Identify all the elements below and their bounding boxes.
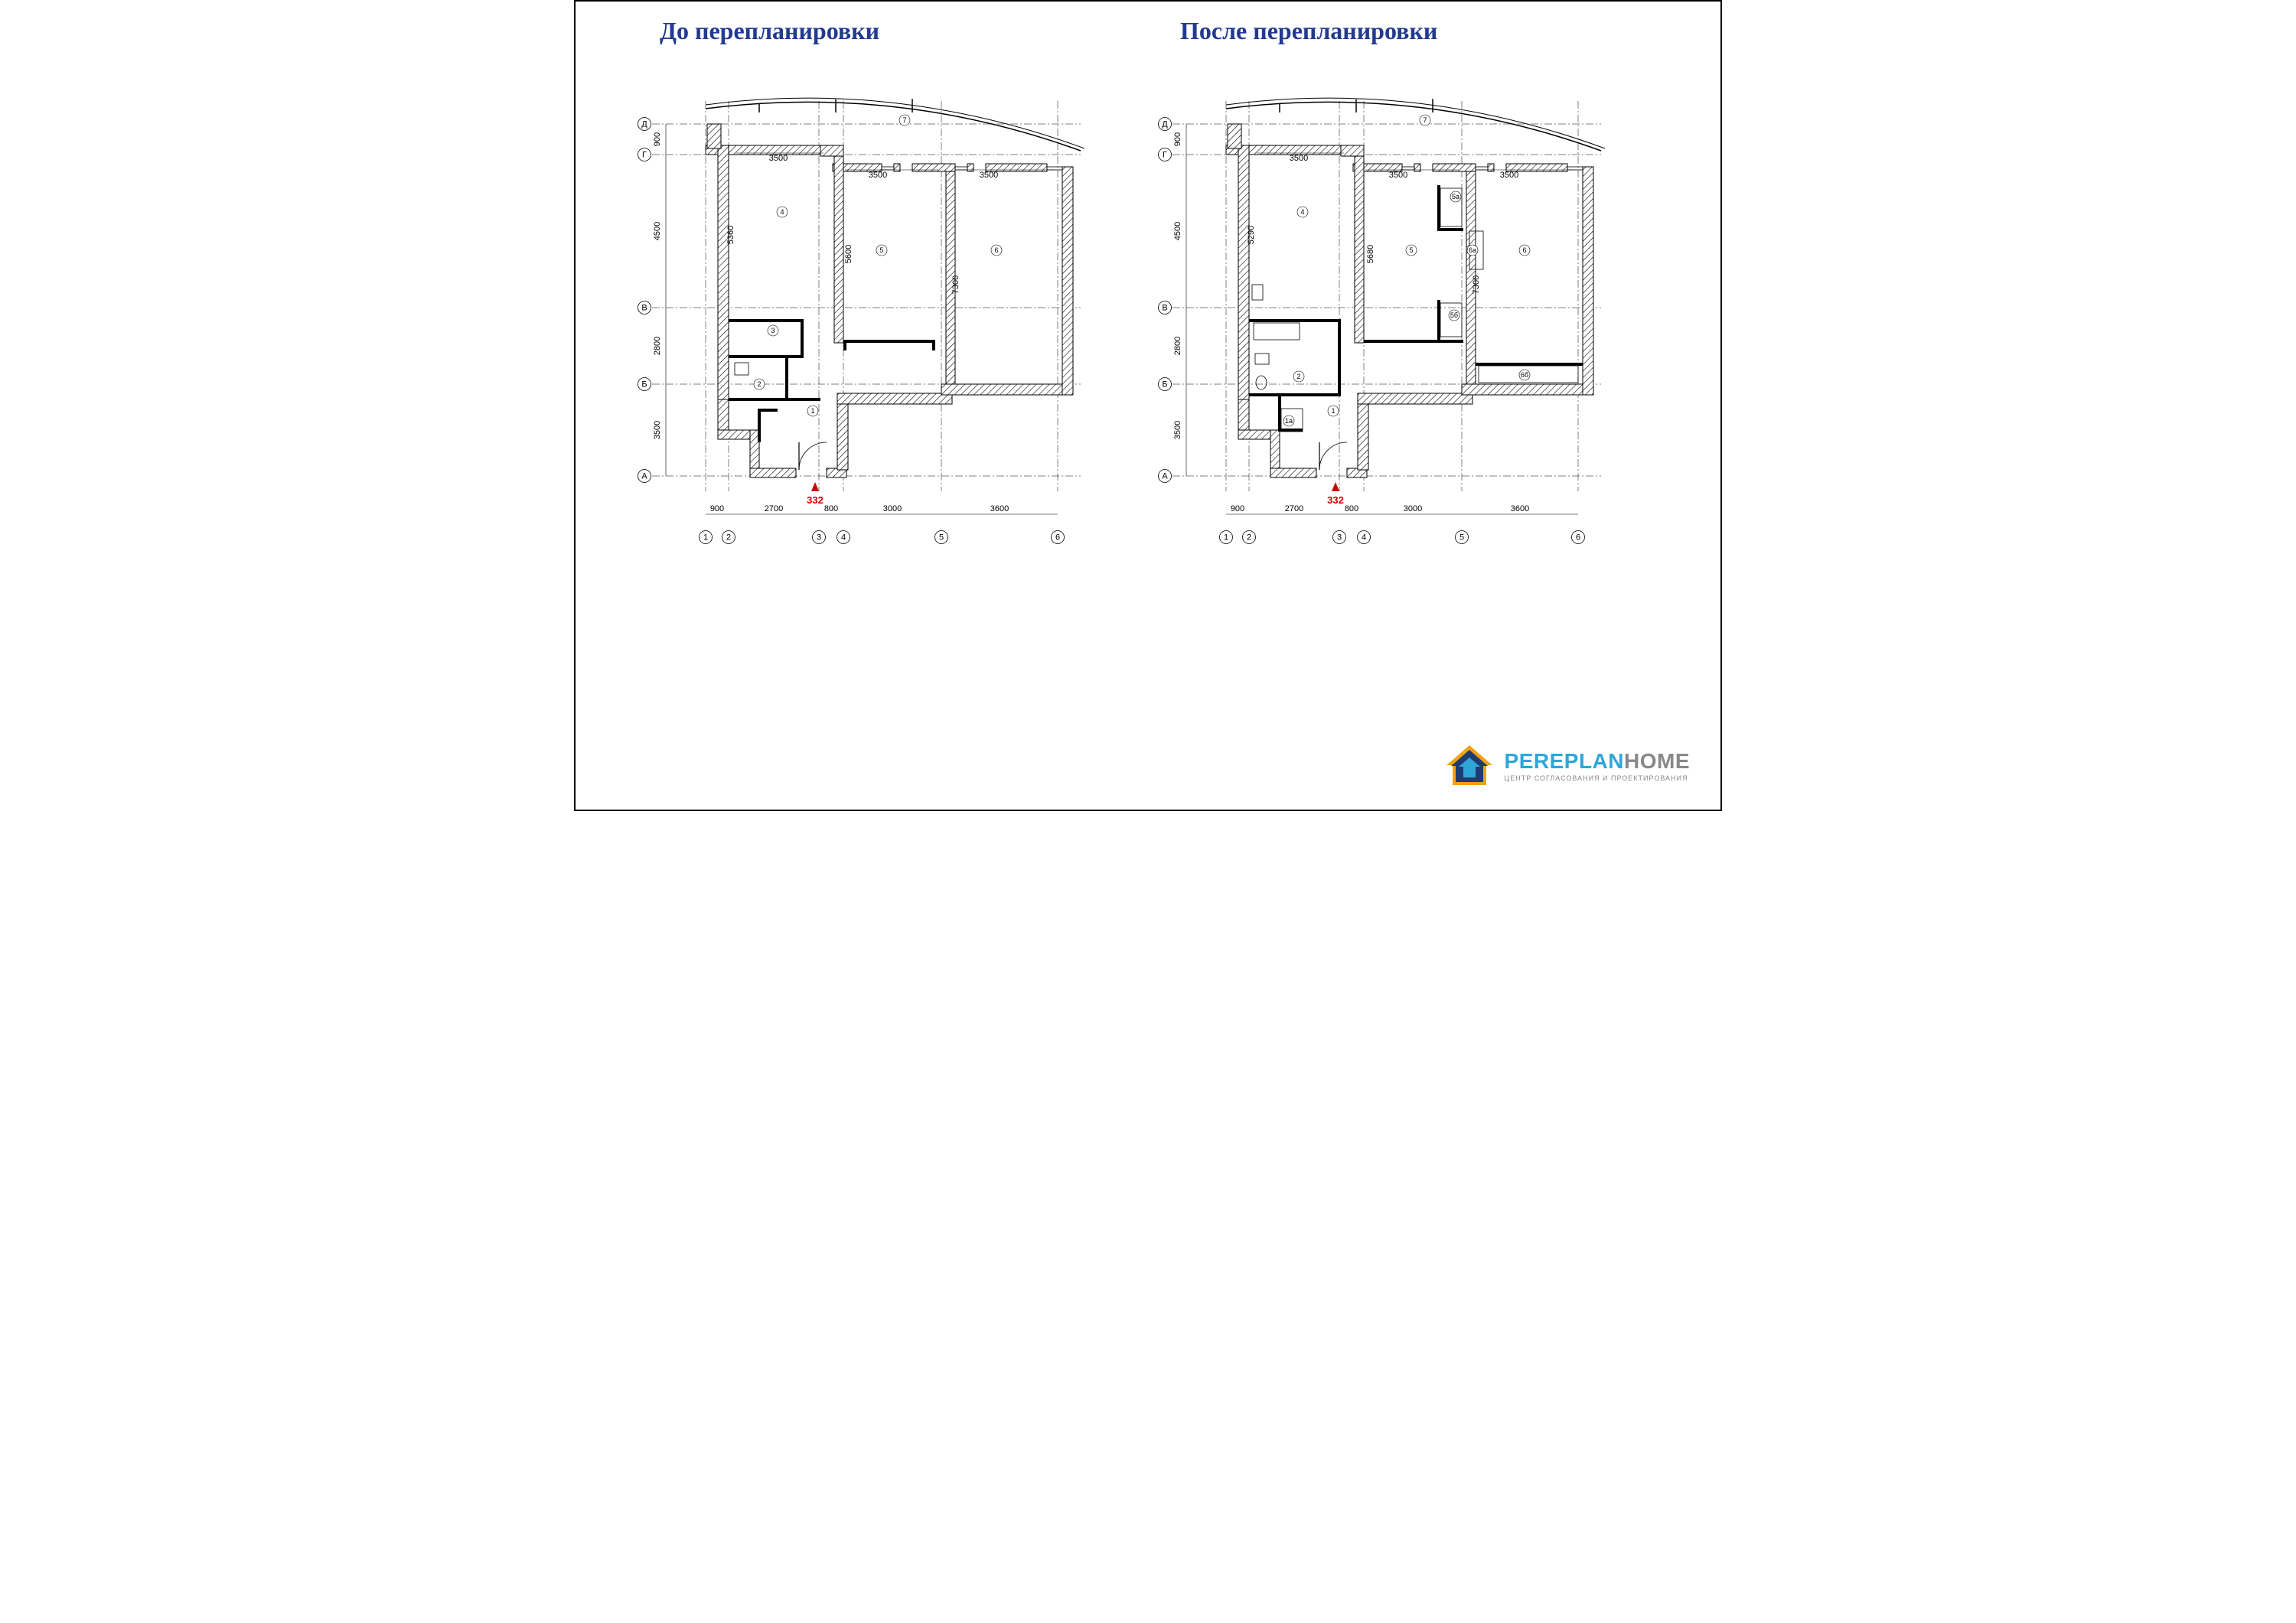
svg-text:6: 6: [1576, 533, 1580, 543]
svg-text:Б: Б: [641, 380, 647, 389]
floorplan-before: Д Г В Б А 1 2 3 4 5 6 900 4500 2800 3500 900 2700 800 3000…: [621, 78, 1111, 537]
svg-text:5360: 5360: [726, 226, 735, 244]
svg-text:3600: 3600: [990, 504, 1009, 513]
svg-text:Д: Д: [1162, 120, 1168, 129]
svg-text:3500: 3500: [653, 421, 662, 439]
svg-text:5600: 5600: [844, 245, 853, 263]
house-icon: [1445, 744, 1494, 788]
svg-text:7300: 7300: [1472, 275, 1481, 294]
svg-text:5290: 5290: [1247, 226, 1256, 244]
svg-text:2: 2: [757, 380, 761, 388]
svg-text:3000: 3000: [1404, 504, 1422, 513]
svg-text:2: 2: [1247, 533, 1251, 543]
svg-text:2700: 2700: [1285, 504, 1303, 513]
svg-text:7: 7: [1423, 116, 1427, 124]
svg-text:800: 800: [824, 504, 838, 513]
svg-text:5: 5: [879, 246, 883, 254]
svg-text:4: 4: [1300, 208, 1304, 216]
svg-text:4500: 4500: [653, 222, 662, 240]
svg-text:В: В: [641, 304, 647, 313]
svg-text:900: 900: [1173, 132, 1182, 146]
drawing-sheet: До перепланировки После перепланировки Д…: [574, 0, 1722, 811]
svg-text:2700: 2700: [765, 504, 783, 513]
floorplan-after: ДГВБА12345690045002800350090027008003000…: [1142, 78, 1632, 537]
svg-text:3500: 3500: [869, 171, 887, 180]
svg-text:800: 800: [1345, 504, 1358, 513]
svg-text:4500: 4500: [1173, 222, 1182, 240]
svg-text:3: 3: [1337, 533, 1342, 543]
svg-text:В: В: [1162, 304, 1167, 313]
svg-text:Б: Б: [1162, 380, 1167, 389]
svg-text:2: 2: [1296, 373, 1300, 380]
svg-text:5а: 5а: [1452, 193, 1459, 200]
svg-text:6: 6: [1055, 533, 1060, 543]
svg-text:4: 4: [1362, 533, 1366, 543]
svg-text:332: 332: [1327, 494, 1344, 506]
svg-text:2: 2: [726, 533, 731, 543]
svg-text:7300: 7300: [951, 275, 960, 294]
svg-text:1а: 1а: [1285, 417, 1293, 425]
svg-text:3500: 3500: [1290, 154, 1308, 163]
svg-text:5б: 5б: [1450, 311, 1458, 319]
brand-logo: PEREPLANHOME ЦЕНТР СОГЛАСОВАНИЯ И ПРОЕКТ…: [1445, 744, 1690, 788]
svg-text:1: 1: [703, 533, 708, 543]
svg-text:4: 4: [780, 208, 784, 216]
svg-text:4: 4: [841, 533, 846, 543]
svg-text:6б: 6б: [1521, 371, 1528, 379]
svg-text:3600: 3600: [1511, 504, 1529, 513]
svg-text:5680: 5680: [1366, 245, 1375, 263]
svg-text:900: 900: [653, 132, 662, 146]
svg-text:3500: 3500: [1500, 171, 1518, 180]
brand-wordmark: PEREPLANHOME: [1505, 751, 1690, 772]
title-before: До перепланировки: [660, 17, 879, 45]
svg-text:2800: 2800: [1173, 337, 1182, 355]
svg-text:6а: 6а: [1469, 246, 1476, 254]
svg-text:2800: 2800: [653, 337, 662, 355]
svg-text:5: 5: [1409, 246, 1413, 254]
svg-text:1: 1: [1331, 407, 1335, 415]
svg-text:900: 900: [1231, 504, 1244, 513]
svg-text:Г: Г: [1163, 151, 1167, 160]
svg-text:3: 3: [771, 327, 775, 334]
svg-text:3500: 3500: [980, 171, 998, 180]
svg-text:3: 3: [817, 533, 821, 543]
svg-text:1: 1: [1224, 533, 1228, 543]
svg-text:3500: 3500: [1173, 421, 1182, 439]
svg-text:900: 900: [710, 504, 724, 513]
svg-text:3000: 3000: [883, 504, 902, 513]
svg-text:3500: 3500: [769, 154, 788, 163]
title-after: После перепланировки: [1180, 17, 1437, 45]
svg-text:А: А: [641, 472, 647, 481]
svg-text:5: 5: [939, 533, 944, 543]
svg-text:6: 6: [994, 246, 998, 254]
svg-text:7: 7: [902, 116, 906, 124]
svg-text:6: 6: [1522, 246, 1526, 254]
svg-text:Г: Г: [642, 151, 647, 160]
svg-text:5: 5: [1459, 533, 1464, 543]
svg-text:332: 332: [807, 494, 823, 506]
svg-text:1: 1: [810, 407, 814, 415]
svg-text:Д: Д: [641, 120, 647, 129]
brand-tagline: ЦЕНТР СОГЛАСОВАНИЯ И ПРОЕКТИРОВАНИЯ: [1505, 775, 1690, 782]
svg-text:А: А: [1162, 472, 1168, 481]
svg-text:3500: 3500: [1389, 171, 1407, 180]
